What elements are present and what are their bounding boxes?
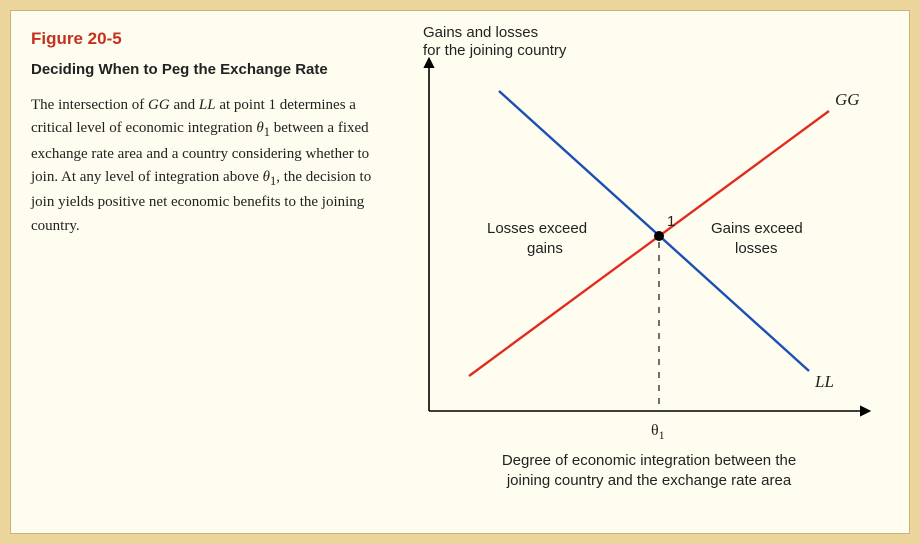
x-axis-title-line1: Degree of economic integration between t… — [502, 452, 796, 469]
intersection-point — [654, 231, 664, 241]
gg-ll-chart: Gains and lossesfor the joining country 1… — [389, 11, 909, 531]
y-axis-title-line2: for the joining country — [423, 42, 567, 59]
text-column: Figure 20-5 Deciding When to Peg the Exc… — [11, 11, 389, 533]
theta-tick-label: θ1 — [651, 422, 665, 442]
ll-label: LL — [814, 372, 834, 391]
desc-theta2: θ — [263, 169, 270, 185]
chart-column: Gains and lossesfor the joining country 1… — [389, 11, 909, 533]
figure-number: Figure 20-5 — [31, 29, 373, 49]
figure-description: The intersection of GG and LL at point 1… — [31, 94, 373, 238]
losses-exceed-label-l1: Losses exceed — [487, 220, 587, 237]
desc-theta: θ — [256, 120, 263, 136]
gains-exceed-label-l2: losses — [735, 240, 778, 257]
y-axis-title-line1: Gains and losses — [423, 24, 538, 41]
figure-outer-frame: Figure 20-5 Deciding When to Peg the Exc… — [0, 0, 920, 544]
figure-inner-panel: Figure 20-5 Deciding When to Peg the Exc… — [10, 10, 910, 534]
losses-exceed-label-l2: gains — [527, 240, 563, 257]
desc-text: and — [170, 97, 199, 113]
figure-title: Deciding When to Peg the Exchange Rate — [31, 59, 373, 80]
desc-text: The intersection of — [31, 97, 148, 113]
desc-ll: LL — [199, 97, 216, 113]
intersection-label: 1 — [667, 213, 675, 230]
x-axis-title-line2: joining country and the exchange rate ar… — [506, 472, 792, 489]
desc-gg: GG — [148, 97, 170, 113]
gg-label: GG — [835, 90, 860, 109]
gains-exceed-label-l1: Gains exceed — [711, 220, 803, 237]
